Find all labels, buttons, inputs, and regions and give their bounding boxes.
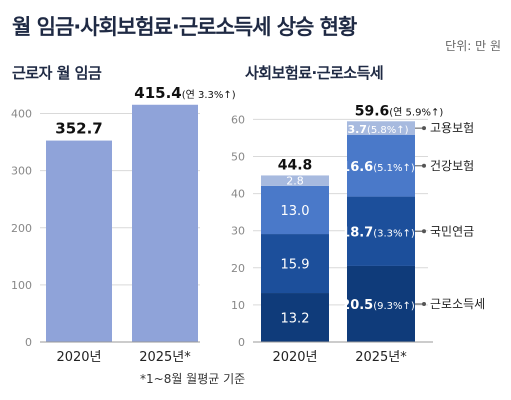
wage-y-tick-100: 100 (11, 279, 32, 292)
segment-1-bar-1 (347, 196, 415, 266)
segment-1-label-1-number: 18.7 (341, 225, 373, 240)
segment-2-label-1: 16.6(5.1%↑) (341, 160, 415, 175)
segment-2-label-0: 13.0 (281, 204, 310, 219)
insurance-chart-title: 사회보험료·근로소득세 (245, 64, 384, 82)
wage-x-label-0: 2020년 (56, 350, 101, 365)
segment-1-label-1: 18.7(3.3%↑) (341, 225, 415, 240)
segment-3-label-1: 3.7(5.8%↑) (347, 123, 408, 136)
insurance-total-label-1-growth-note: (연 5.9%↑) (389, 106, 443, 118)
wage-x-label-1: 2025년* (139, 350, 191, 365)
segment-1-label-0: 15.9 (281, 258, 310, 273)
unit-label: 단위: 만 원 (445, 39, 501, 53)
insurance-y-tick-30: 30 (231, 225, 245, 238)
wage-bar-0 (46, 140, 112, 342)
segment-0-bar-1 (347, 265, 415, 342)
legend-dot-1 (422, 229, 426, 234)
legend-label-3: 고용보험 (430, 121, 474, 135)
wage-value-label-1-growth-note: (연 3.3%↑) (182, 89, 236, 101)
wage-value-label-0-number: 352.7 (55, 120, 102, 138)
segment-3-label-1-number: 3.7 (347, 123, 367, 136)
wage-y-tick-200: 200 (11, 222, 32, 235)
segment-0-label-1: 20.5(9.3%↑) (341, 298, 415, 313)
segment-3-bar-0 (261, 175, 329, 186)
legend-label-2: 건강보험 (430, 159, 474, 173)
legend-dot-2 (422, 163, 426, 168)
wage-value-label-1: 415.4(연 3.3%↑) (134, 84, 236, 102)
insurance-total-label-0-number: 44.8 (278, 157, 313, 173)
segment-0-label-1-growth-note: (9.3%↑) (373, 301, 415, 312)
segment-3-label-0: 2.8 (286, 175, 304, 188)
insurance-total-label-0: 44.8 (278, 157, 313, 173)
segment-1-bar-0 (261, 234, 329, 294)
insurance-y-tick-60: 60 (231, 113, 245, 126)
insurance-y-tick-40: 40 (231, 188, 245, 201)
insurance-y-tick-0: 0 (238, 336, 245, 349)
wage-chart-title: 근로자 월 임금 (12, 64, 102, 82)
segment-3-bar-1 (347, 121, 415, 135)
segment-2-bar-1 (347, 135, 415, 197)
insurance-x-label-0: 2020년 (272, 350, 317, 365)
page-title: 월 임금·사회보험료·근로소득세 상승 현황 (12, 15, 357, 39)
legend-dot-3 (422, 126, 426, 131)
segment-2-bar-0 (261, 185, 329, 235)
segment-0-bar-0 (261, 293, 329, 342)
insurance-y-tick-10: 10 (231, 299, 245, 312)
segment-0-label-1-number: 20.5 (341, 298, 373, 313)
insurance-total-label-1-number: 59.6 (355, 103, 390, 119)
wage-value-label-0: 352.7 (55, 120, 102, 138)
insurance-x-label-1: 2025년* (355, 350, 407, 365)
insurance-y-tick-20: 20 (231, 262, 245, 275)
footnote: *1~8월 월평균 기준 (140, 372, 246, 386)
wage-value-label-1-number: 415.4 (134, 84, 181, 102)
segment-0-label-0: 13.2 (281, 312, 310, 327)
legend-dot-0 (422, 301, 426, 306)
segment-2-label-1-growth-note: (5.1%↑) (373, 163, 415, 174)
wage-bar-1 (132, 104, 198, 343)
insurance-y-tick-50: 50 (231, 151, 245, 164)
wage-y-tick-400: 400 (11, 108, 32, 121)
segment-3-label-1-growth-note: (5.8%↑) (367, 125, 409, 136)
wage-y-tick-300: 300 (11, 165, 32, 178)
legend-label-1: 국민연금 (430, 224, 474, 238)
segment-1-label-1-growth-note: (3.3%↑) (373, 228, 415, 239)
wage-y-tick-0: 0 (25, 336, 32, 349)
segment-2-label-1-number: 16.6 (341, 160, 373, 175)
legend-label-0: 근로소득세 (430, 297, 485, 311)
insurance-total-label-1: 59.6(연 5.9%↑) (355, 103, 444, 119)
